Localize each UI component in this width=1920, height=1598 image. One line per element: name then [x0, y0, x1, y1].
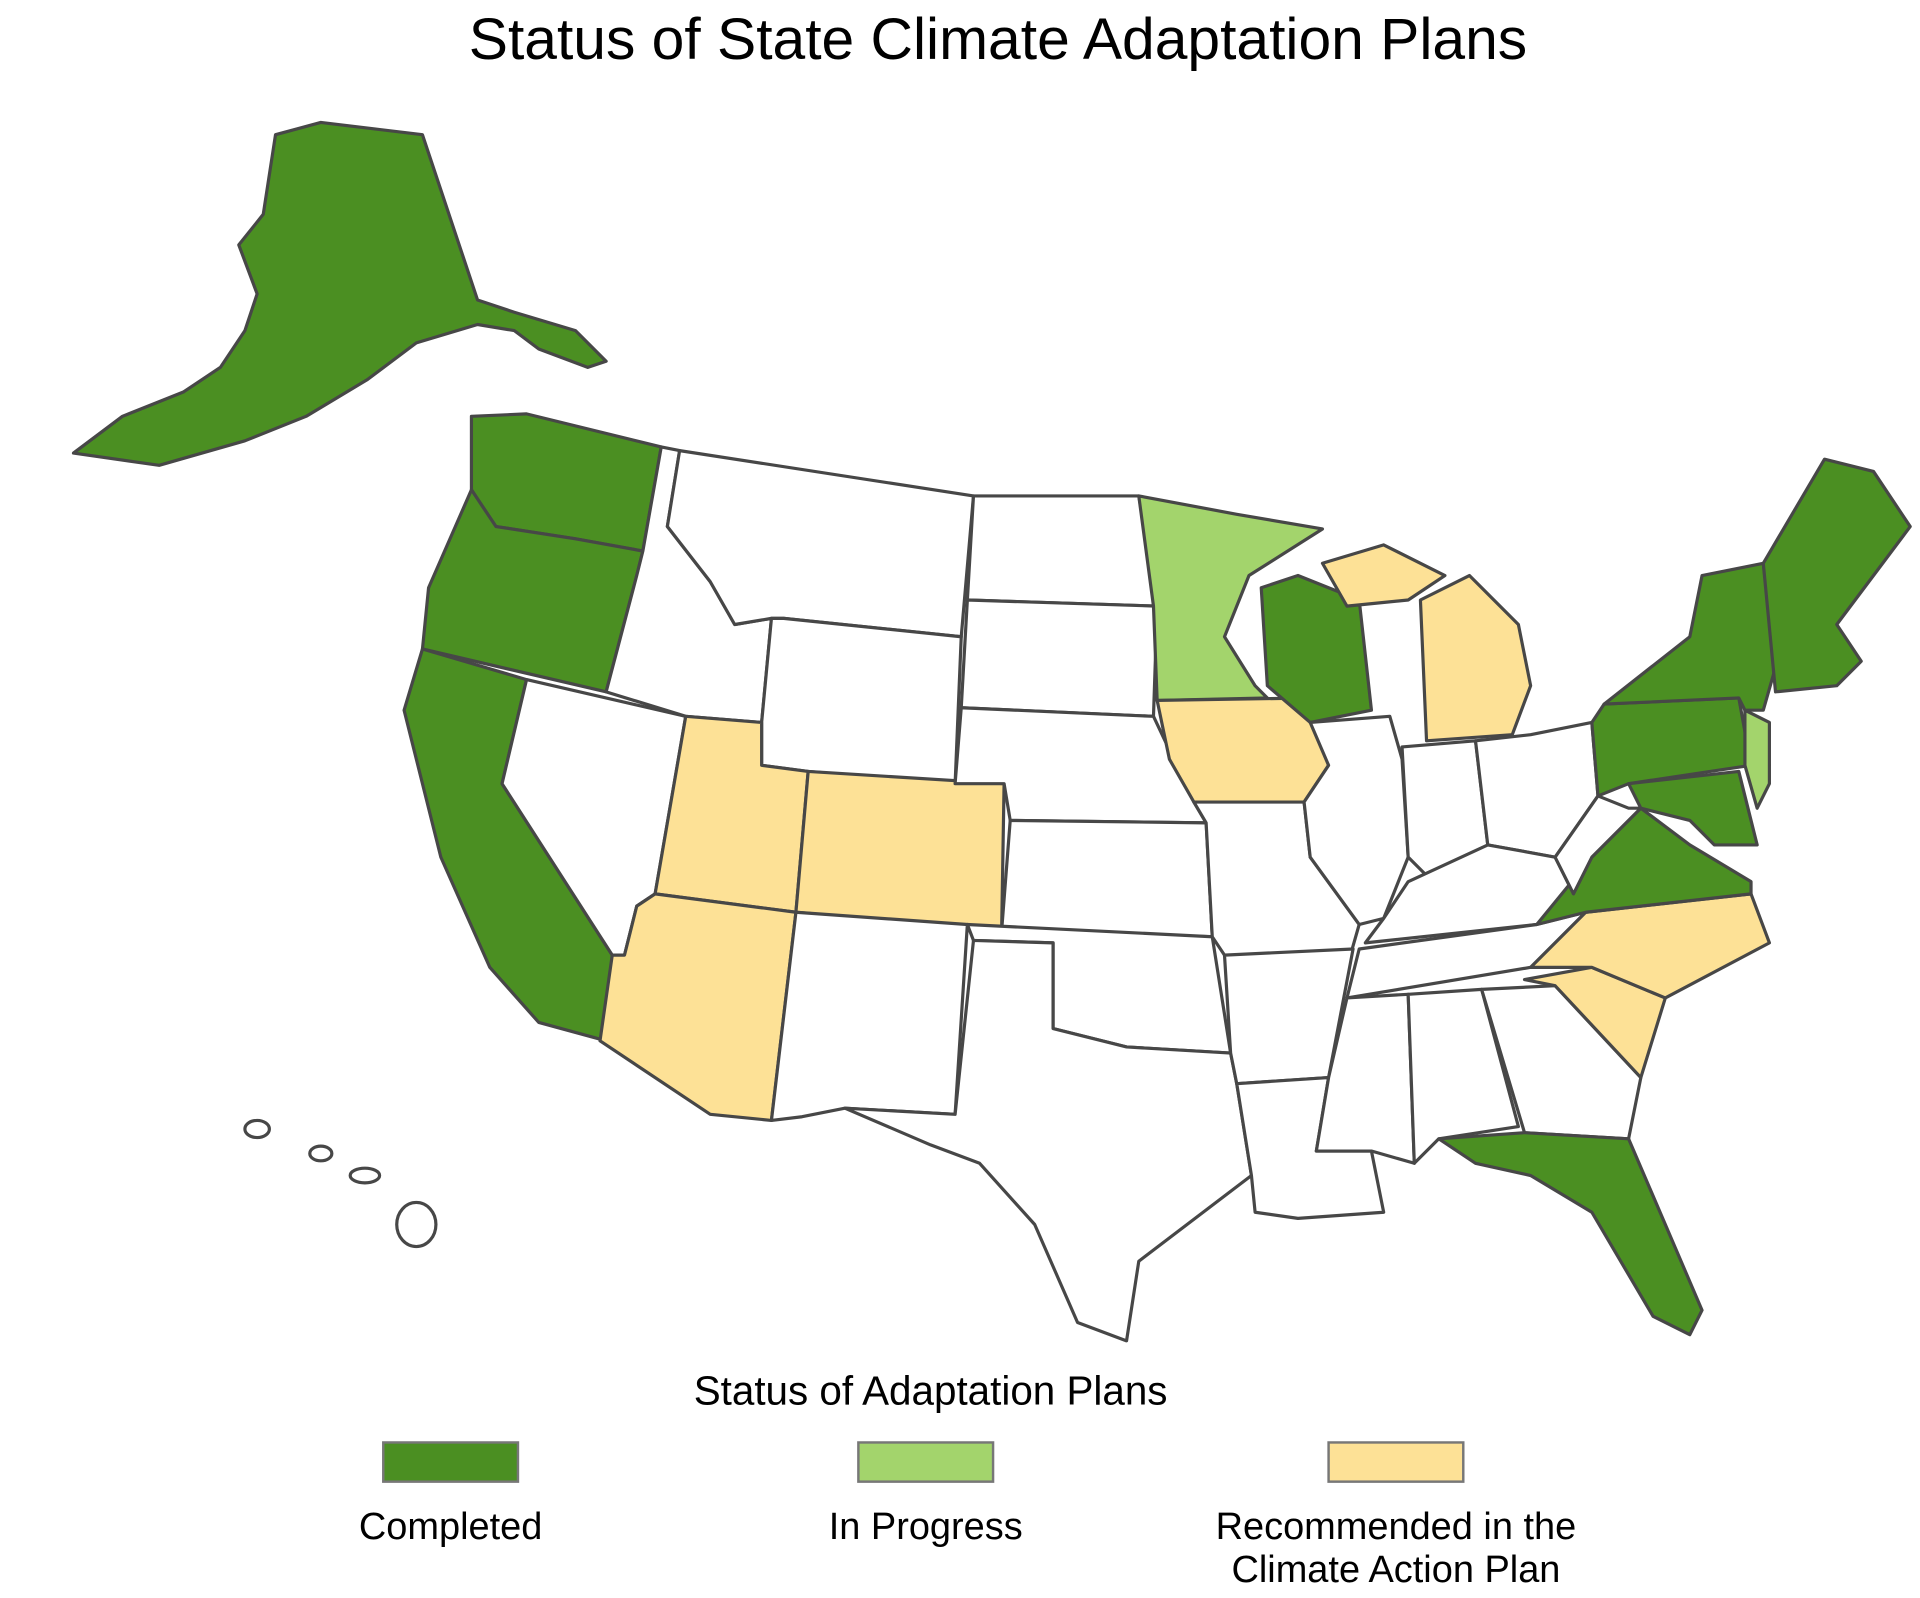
legend-label: In Progress [829, 1506, 1023, 1548]
state [1418, 573, 1533, 743]
state [1137, 494, 1325, 703]
state [1406, 987, 1520, 1165]
legend: Completed In Progress Recommended in theCl… [359, 1441, 1577, 1591]
map-root: Status of State Climate Adaptation Plans… [71, 7, 1912, 1591]
legend-swatch [857, 1441, 995, 1483]
state [965, 494, 1159, 608]
island [243, 1118, 271, 1140]
legend-title: Status of Adaptation Plans [694, 1368, 1168, 1414]
state [1743, 708, 1771, 810]
state [794, 769, 1006, 933]
state [769, 910, 969, 1123]
state [1602, 561, 1778, 712]
map-title: Status of State Climate Adaptation Plans [469, 7, 1527, 72]
state [1000, 818, 1214, 939]
state [1259, 573, 1374, 725]
legend-label: Climate Action Plan [1231, 1549, 1560, 1591]
state [71, 120, 608, 467]
state [1522, 965, 1667, 1080]
legend-swatch [382, 1441, 520, 1483]
state [959, 598, 1159, 718]
legend-swatch [1327, 1441, 1465, 1483]
state [1761, 457, 1912, 694]
state [1320, 543, 1447, 608]
state [1302, 714, 1410, 927]
states [71, 120, 1912, 1343]
island [348, 1166, 382, 1185]
legend-label: Completed [359, 1506, 542, 1548]
state [843, 938, 1254, 1343]
island [308, 1144, 334, 1163]
state [1480, 984, 1643, 1141]
legend-label: Recommended in the [1216, 1506, 1577, 1548]
island [395, 1200, 438, 1249]
state [1437, 1131, 1704, 1337]
state [760, 616, 963, 786]
state [1626, 769, 1759, 847]
